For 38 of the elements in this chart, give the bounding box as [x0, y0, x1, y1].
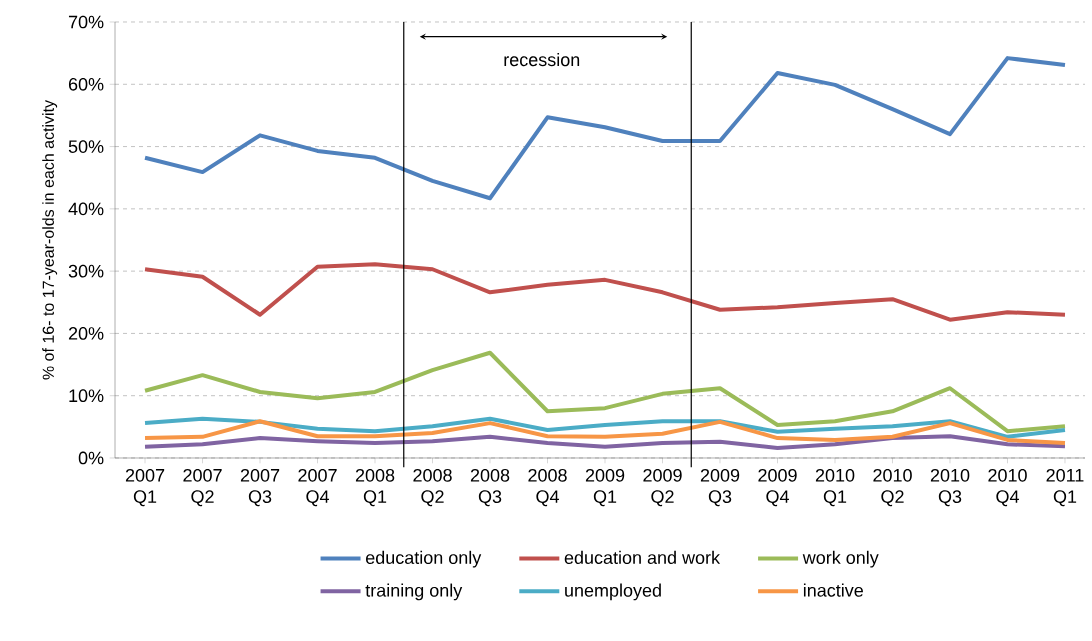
y-axis-title: % of 16- to 17-year-olds in each activity — [42, 100, 58, 380]
y-tick-label: 0% — [78, 451, 104, 465]
x-tick-label: 2010 Q2 — [873, 468, 912, 507]
x-tick-label: 2008 Q2 — [413, 468, 452, 507]
line-series — [143, 419, 1067, 446]
line-series — [143, 262, 1067, 322]
x-tick-label: 2008 Q3 — [470, 468, 510, 507]
x-tick-label: 2009 Q1 — [585, 468, 625, 507]
x-tick-label: 2007 Q4 — [298, 468, 337, 507]
y-tick-label: 40% — [68, 202, 104, 216]
y-tick-label: 10% — [69, 389, 104, 403]
legend-label: inactive — [803, 583, 863, 597]
x-tick-label: 2008 Q4 — [528, 468, 567, 507]
x-tick-label: 2009 Q3 — [700, 468, 740, 507]
annotation: recession — [504, 52, 580, 67]
legend-label: education and work — [564, 550, 721, 564]
legend-label: education only — [366, 550, 482, 568]
x-tick-label: 2009 Q4 — [758, 468, 797, 507]
x-tick-label: 2010 Q4 — [988, 468, 1027, 507]
x-tick-label: 2009 Q2 — [643, 468, 682, 507]
line-series — [143, 416, 1067, 439]
legend-label: unemployed — [565, 583, 661, 601]
y-tick-label: 30% — [68, 264, 104, 278]
x-tick-label: 2007 Q1 — [125, 468, 165, 507]
x-tick-label: 2010 Q1 — [815, 468, 855, 507]
x-tick-label: 2007 Q2 — [183, 468, 222, 507]
legend-label: work only — [802, 550, 879, 568]
x-tick-label: 2010 Q3 — [930, 468, 970, 507]
x-tick-label: 2008 Q1 — [355, 468, 395, 507]
y-tick-label: 50% — [68, 140, 104, 153]
legend-label: training only — [365, 583, 463, 601]
y-tick-label: 60% — [68, 77, 104, 91]
line-series — [143, 350, 1067, 434]
line-series — [143, 434, 1067, 451]
y-tick-label: 20% — [68, 327, 104, 340]
x-tick-label: 2007 Q3 — [240, 468, 280, 507]
x-tick-label: 2011 Q1 — [1046, 468, 1084, 507]
y-tick-label: 70% — [68, 15, 104, 29]
